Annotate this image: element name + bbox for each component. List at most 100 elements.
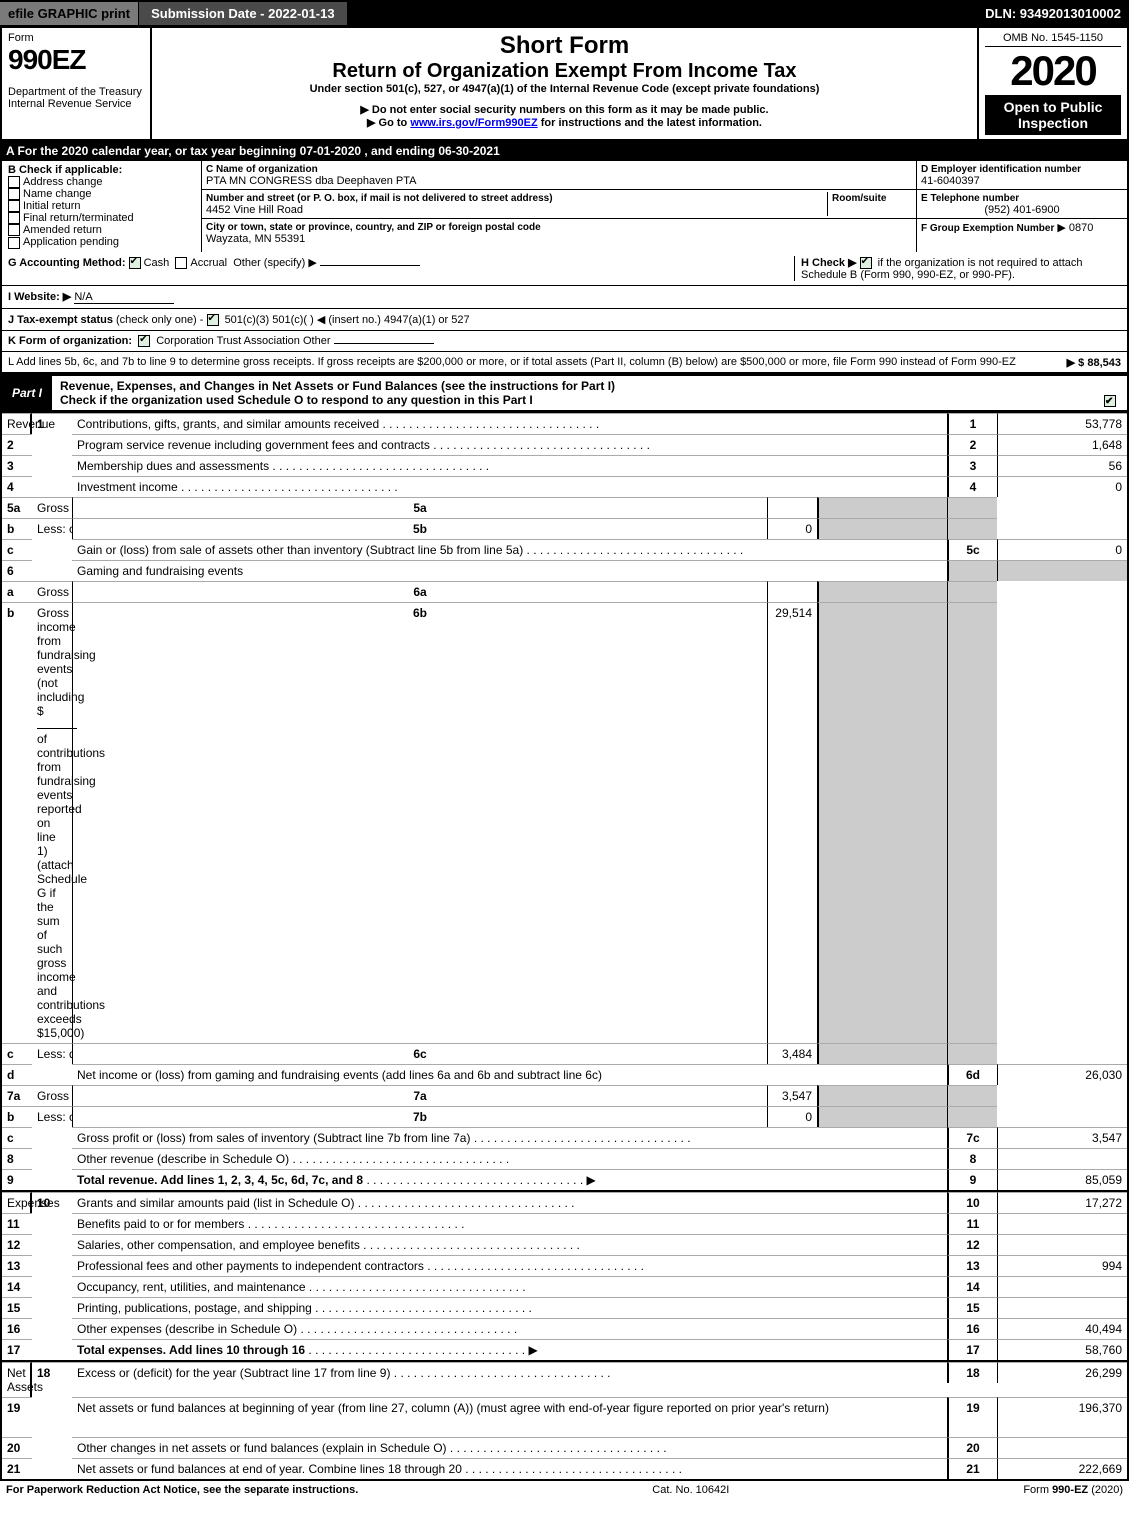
line-6c-desc: Less: direct expenses from gaming and fu…	[32, 1043, 72, 1064]
period-strip: A For the 2020 calendar year, or tax yea…	[0, 141, 1129, 161]
accounting-section: G Accounting Method: Cash Accrual Other …	[0, 252, 1129, 286]
line-6a-subval	[767, 581, 817, 602]
g-label: G Accounting Method:	[8, 257, 126, 269]
line-7a-desc: Gross sales of inventory, less returns a…	[32, 1085, 72, 1106]
checkbox-application-pending[interactable]	[8, 237, 20, 249]
line-17-desc: Total expenses. Add lines 10 through 16 …	[72, 1339, 947, 1360]
line-7c-amount: 3,547	[997, 1127, 1127, 1148]
line-11-desc: Benefits paid to or for members	[72, 1213, 947, 1234]
line-14-amount	[997, 1276, 1127, 1297]
line-3-desc: Membership dues and assessments	[72, 455, 947, 476]
line-10-amount: 17,272	[997, 1192, 1127, 1213]
k-label: K Form of organization:	[8, 335, 132, 347]
line-18-amount: 26,299	[997, 1362, 1127, 1383]
line-12-desc: Salaries, other compensation, and employ…	[72, 1234, 947, 1255]
checkbox-corporation[interactable]	[138, 335, 150, 347]
checkbox-address-change[interactable]	[8, 176, 20, 188]
f-label: F Group Exemption Number	[921, 223, 1054, 234]
line-4-desc: Investment income	[72, 476, 947, 497]
line-6b-blank[interactable]	[37, 728, 77, 729]
line-1-desc: Contributions, gifts, grants, and simila…	[72, 413, 947, 434]
phone: (952) 401-6900	[921, 204, 1123, 216]
line-5b-desc: Less: cost or other basis and sales expe…	[32, 518, 72, 539]
irs-link[interactable]: www.irs.gov/Form990EZ	[410, 117, 537, 129]
group-exemption: ▶ 0870	[1057, 222, 1093, 234]
subtitle: Under section 501(c), 527, or 4947(a)(1)…	[158, 83, 971, 95]
line-7a-subval: 3,547	[767, 1085, 817, 1106]
form-header: Form 990EZ Department of the Treasury In…	[0, 26, 1129, 141]
footer-right: Form 990-EZ (2020)	[1023, 1484, 1123, 1496]
website-value: N/A	[74, 291, 174, 304]
line-4-amount: 0	[997, 476, 1127, 497]
line-12-amount	[997, 1234, 1127, 1255]
line-9-amount: 85,059	[997, 1169, 1127, 1190]
line-5b-subval: 0	[767, 518, 817, 539]
checkbox-accrual[interactable]	[175, 257, 187, 269]
line-6-desc: Gaming and fundraising events	[72, 560, 947, 581]
i-label: I Website: ▶	[8, 291, 71, 303]
expenses-rot-label: Expenses	[2, 1192, 32, 1213]
line-6b-subval: 29,514	[767, 602, 817, 1043]
line-16-amount: 40,494	[997, 1318, 1127, 1339]
department: Department of the Treasury	[8, 86, 144, 98]
line-13-desc: Professional fees and other payments to …	[72, 1255, 947, 1276]
line-10-desc: Grants and similar amounts paid (list in…	[72, 1192, 947, 1213]
omb-number: OMB No. 1545-1150	[985, 32, 1121, 47]
other-specify-input[interactable]	[320, 265, 420, 266]
line-15-amount	[997, 1297, 1127, 1318]
l-text: L Add lines 5b, 6c, and 7b to line 9 to …	[8, 356, 1016, 368]
line-6c-subval: 3,484	[767, 1043, 817, 1064]
line-2-desc: Program service revenue including govern…	[72, 434, 947, 455]
line-7c-desc: Gross profit or (loss) from sales of inv…	[72, 1127, 947, 1148]
line-5a-desc: Gross amount from sale of assets other t…	[32, 497, 72, 518]
checkbox-name-change[interactable]	[8, 188, 20, 200]
revenue-rot-label: Revenue	[2, 413, 32, 434]
line-6d-desc: Net income or (loss) from gaming and fun…	[72, 1064, 947, 1085]
checkbox-cash[interactable]	[129, 257, 141, 269]
efile-print-label[interactable]: efile GRAPHIC print	[0, 2, 138, 25]
footer-left: For Paperwork Reduction Act Notice, see …	[6, 1484, 358, 1496]
open-to-public: Open to Public Inspection	[985, 95, 1121, 135]
line-1-no: 1	[32, 413, 72, 434]
line-16-desc: Other expenses (describe in Schedule O)	[72, 1318, 947, 1339]
line-19-amount: 196,370	[997, 1397, 1127, 1437]
short-form-title: Short Form	[158, 32, 971, 60]
checkbox-h[interactable]	[860, 257, 872, 269]
checkbox-schedule-o[interactable]	[1104, 395, 1116, 407]
form-label: Form	[8, 32, 144, 44]
line-6b-desc: Gross income from fundraising events (no…	[32, 602, 72, 1043]
line-8-desc: Other revenue (describe in Schedule O)	[72, 1148, 947, 1169]
page-footer: For Paperwork Reduction Act Notice, see …	[0, 1479, 1129, 1499]
line-20-desc: Other changes in net assets or fund bala…	[72, 1437, 947, 1458]
line-15-desc: Printing, publications, postage, and shi…	[72, 1297, 947, 1318]
form-org-section: K Form of organization: Corporation Trus…	[0, 331, 1129, 352]
part-1-header: Part I Revenue, Expenses, and Changes in…	[0, 373, 1129, 413]
other-org-input[interactable]	[334, 343, 434, 344]
line-2-amount: 1,648	[997, 434, 1127, 455]
line-19-desc: Net assets or fund balances at beginning…	[72, 1397, 947, 1437]
c-label: C Name of organization	[206, 164, 318, 175]
line-9-desc: Total revenue. Add lines 1, 2, 3, 4, 5c,…	[72, 1169, 947, 1190]
line-20-amount	[997, 1437, 1127, 1458]
line-5c-amount: 0	[997, 539, 1127, 560]
l-amount: ▶ $ 88,543	[1067, 356, 1121, 369]
line-3-amount: 56	[997, 455, 1127, 476]
line-5a-subval	[767, 497, 817, 518]
revenue-section: Revenue 1 Contributions, gifts, grants, …	[0, 413, 1129, 1479]
submission-date: Submission Date - 2022-01-13	[138, 1, 348, 26]
tax-year: 2020	[985, 47, 1121, 95]
line-6d-amount: 26,030	[997, 1064, 1127, 1085]
line-5c-desc: Gain or (loss) from sale of assets other…	[72, 539, 947, 560]
checkbox-final-return[interactable]	[8, 212, 20, 224]
line-14-desc: Occupancy, rent, utilities, and maintena…	[72, 1276, 947, 1297]
checkbox-amended-return[interactable]	[8, 224, 20, 236]
checkbox-initial-return[interactable]	[8, 200, 20, 212]
checkbox-501c3[interactable]	[207, 314, 219, 326]
ein: 41-6040397	[921, 175, 980, 187]
entity-info: B Check if applicable: Address change Na…	[0, 161, 1129, 252]
h-label: H Check ▶	[801, 257, 857, 269]
line-18-desc: Excess or (deficit) for the year (Subtra…	[72, 1362, 947, 1383]
line-21-desc: Net assets or fund balances at end of ye…	[72, 1458, 947, 1479]
top-bar: efile GRAPHIC print Submission Date - 20…	[0, 0, 1129, 26]
org-name: PTA MN CONGRESS dba Deephaven PTA	[206, 175, 417, 187]
